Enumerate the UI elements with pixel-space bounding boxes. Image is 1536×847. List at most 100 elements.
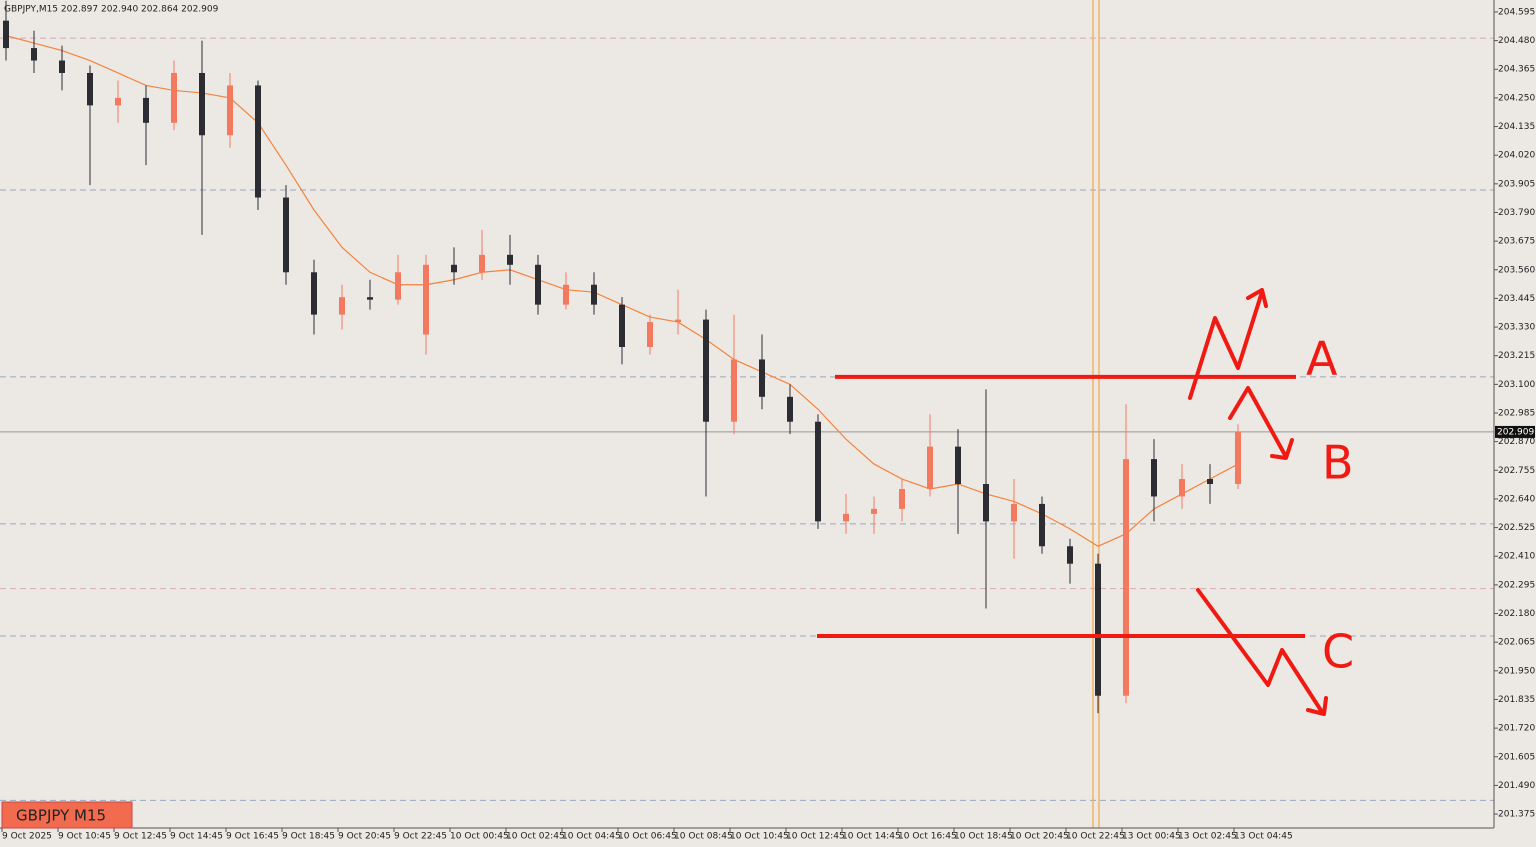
candle-body [815,421,821,522]
candle-body [115,97,121,106]
candle-body [171,72,177,123]
y-tick-label: 203.905 [1498,179,1535,189]
candle-body [731,359,737,422]
x-tick-label: 10 Oct 08:45 [674,832,733,842]
candle-body [703,319,709,422]
candle-body [787,396,793,422]
x-tick-label: 10 Oct 16:45 [898,832,957,842]
x-tick-label: 10 Oct 20:45 [1010,832,1069,842]
y-tick-label: 204.365 [1498,65,1535,75]
candle-body [311,272,317,315]
y-tick-label: 203.330 [1498,323,1535,333]
candle-body [647,322,653,347]
y-tick-label: 202.870 [1498,437,1535,447]
y-tick-label: 203.100 [1498,380,1535,390]
y-tick-label: 201.375 [1498,810,1535,820]
arrow-b [1228,386,1294,460]
x-tick-label: 10 Oct 18:45 [954,832,1013,842]
candle-body [451,264,457,273]
candle-body [255,85,261,198]
price-label: 202.909 [1497,427,1534,437]
y-tick-label: 203.215 [1498,351,1535,361]
x-tick-label: 10 Oct 10:45 [730,832,789,842]
candle-body [31,48,37,61]
x-tick-label: 10 Oct 22:45 [1066,832,1125,842]
annotation-label: B [1322,436,1354,490]
candle-body [871,508,877,514]
y-tick-label: 204.480 [1498,36,1535,46]
candle-body [955,446,961,484]
annotation-label: C [1322,625,1354,679]
candle-body [283,197,289,273]
y-tick-label: 201.950 [1498,666,1535,676]
candle-body [395,272,401,300]
candle-body [227,85,233,136]
x-tick-label: 10 Oct 00:45 [450,832,509,842]
candle-body [59,60,65,73]
candle-body [1067,546,1073,564]
y-tick-label: 202.640 [1498,494,1535,504]
y-tick-label: 204.020 [1498,151,1535,161]
y-tick-label: 203.560 [1498,265,1535,275]
candle-body [983,483,989,522]
arrow-a [1188,288,1268,400]
candle-body [423,264,429,335]
candle-body [1011,503,1017,522]
candle-body [479,254,485,273]
x-tick-label: 10 Oct 12:45 [786,832,845,842]
candle-body [1207,479,1213,484]
x-tick-label: 9 Oct 22:45 [394,832,447,842]
candle-body [759,359,765,397]
price-label-box [1495,425,1535,438]
x-tick-label: 10 Oct 06:45 [618,832,677,842]
candle-body [367,297,373,300]
candle-body [1179,479,1185,497]
candle-body [563,284,569,305]
x-tick-label: 10 Oct 14:45 [842,832,901,842]
y-tick-label: 204.135 [1498,122,1535,132]
y-tick-label: 202.295 [1498,580,1535,590]
x-tick-label: 9 Oct 2025 [2,832,52,842]
y-tick-label: 201.605 [1498,752,1535,762]
y-tick-label: 201.835 [1498,695,1535,705]
x-tick-label: 9 Oct 16:45 [226,832,279,842]
symbol-tag-box [1,801,133,829]
candle-body [339,297,345,315]
x-tick-label: 9 Oct 18:45 [282,832,335,842]
candle-body [1095,563,1101,696]
symbol-tag: GBPJPY M15 [16,807,106,825]
x-tick-label: 9 Oct 14:45 [170,832,223,842]
candle-body [87,72,93,106]
y-tick-label: 202.410 [1498,552,1535,562]
y-tick-label: 201.720 [1498,724,1535,734]
candle-body [1039,503,1045,547]
x-tick-label: 9 Oct 20:45 [338,832,391,842]
y-tick-label: 201.490 [1498,781,1535,791]
y-tick-label: 203.445 [1498,294,1535,304]
y-tick-label: 203.790 [1498,208,1535,218]
hand-arrows [1188,288,1328,716]
candle-body [507,254,513,265]
x-tick-label: 13 Oct 04:45 [1234,832,1293,842]
x-tick-label: 13 Oct 02:45 [1178,832,1237,842]
y-tick-label: 202.755 [1498,466,1535,476]
candle-body [1123,459,1129,696]
y-tick-label: 203.675 [1498,237,1535,247]
x-tick-label: 10 Oct 04:45 [562,832,621,842]
y-tick-label: 202.525 [1498,523,1535,533]
x-tick-label: 13 Oct 00:45 [1122,832,1181,842]
x-tick-label: 9 Oct 12:45 [114,832,167,842]
candle-body [1235,431,1241,484]
candle-body [899,488,905,509]
y-tick-label: 204.250 [1498,93,1535,103]
candle-body [591,284,597,305]
y-tick-label: 202.180 [1498,609,1535,619]
y-tick-label: 202.065 [1498,638,1535,648]
candle-body [675,319,681,323]
candle-body [927,446,933,489]
y-tick-label: 204.595 [1498,7,1535,17]
annotation-label: A [1306,332,1338,386]
candle-body [535,264,541,305]
